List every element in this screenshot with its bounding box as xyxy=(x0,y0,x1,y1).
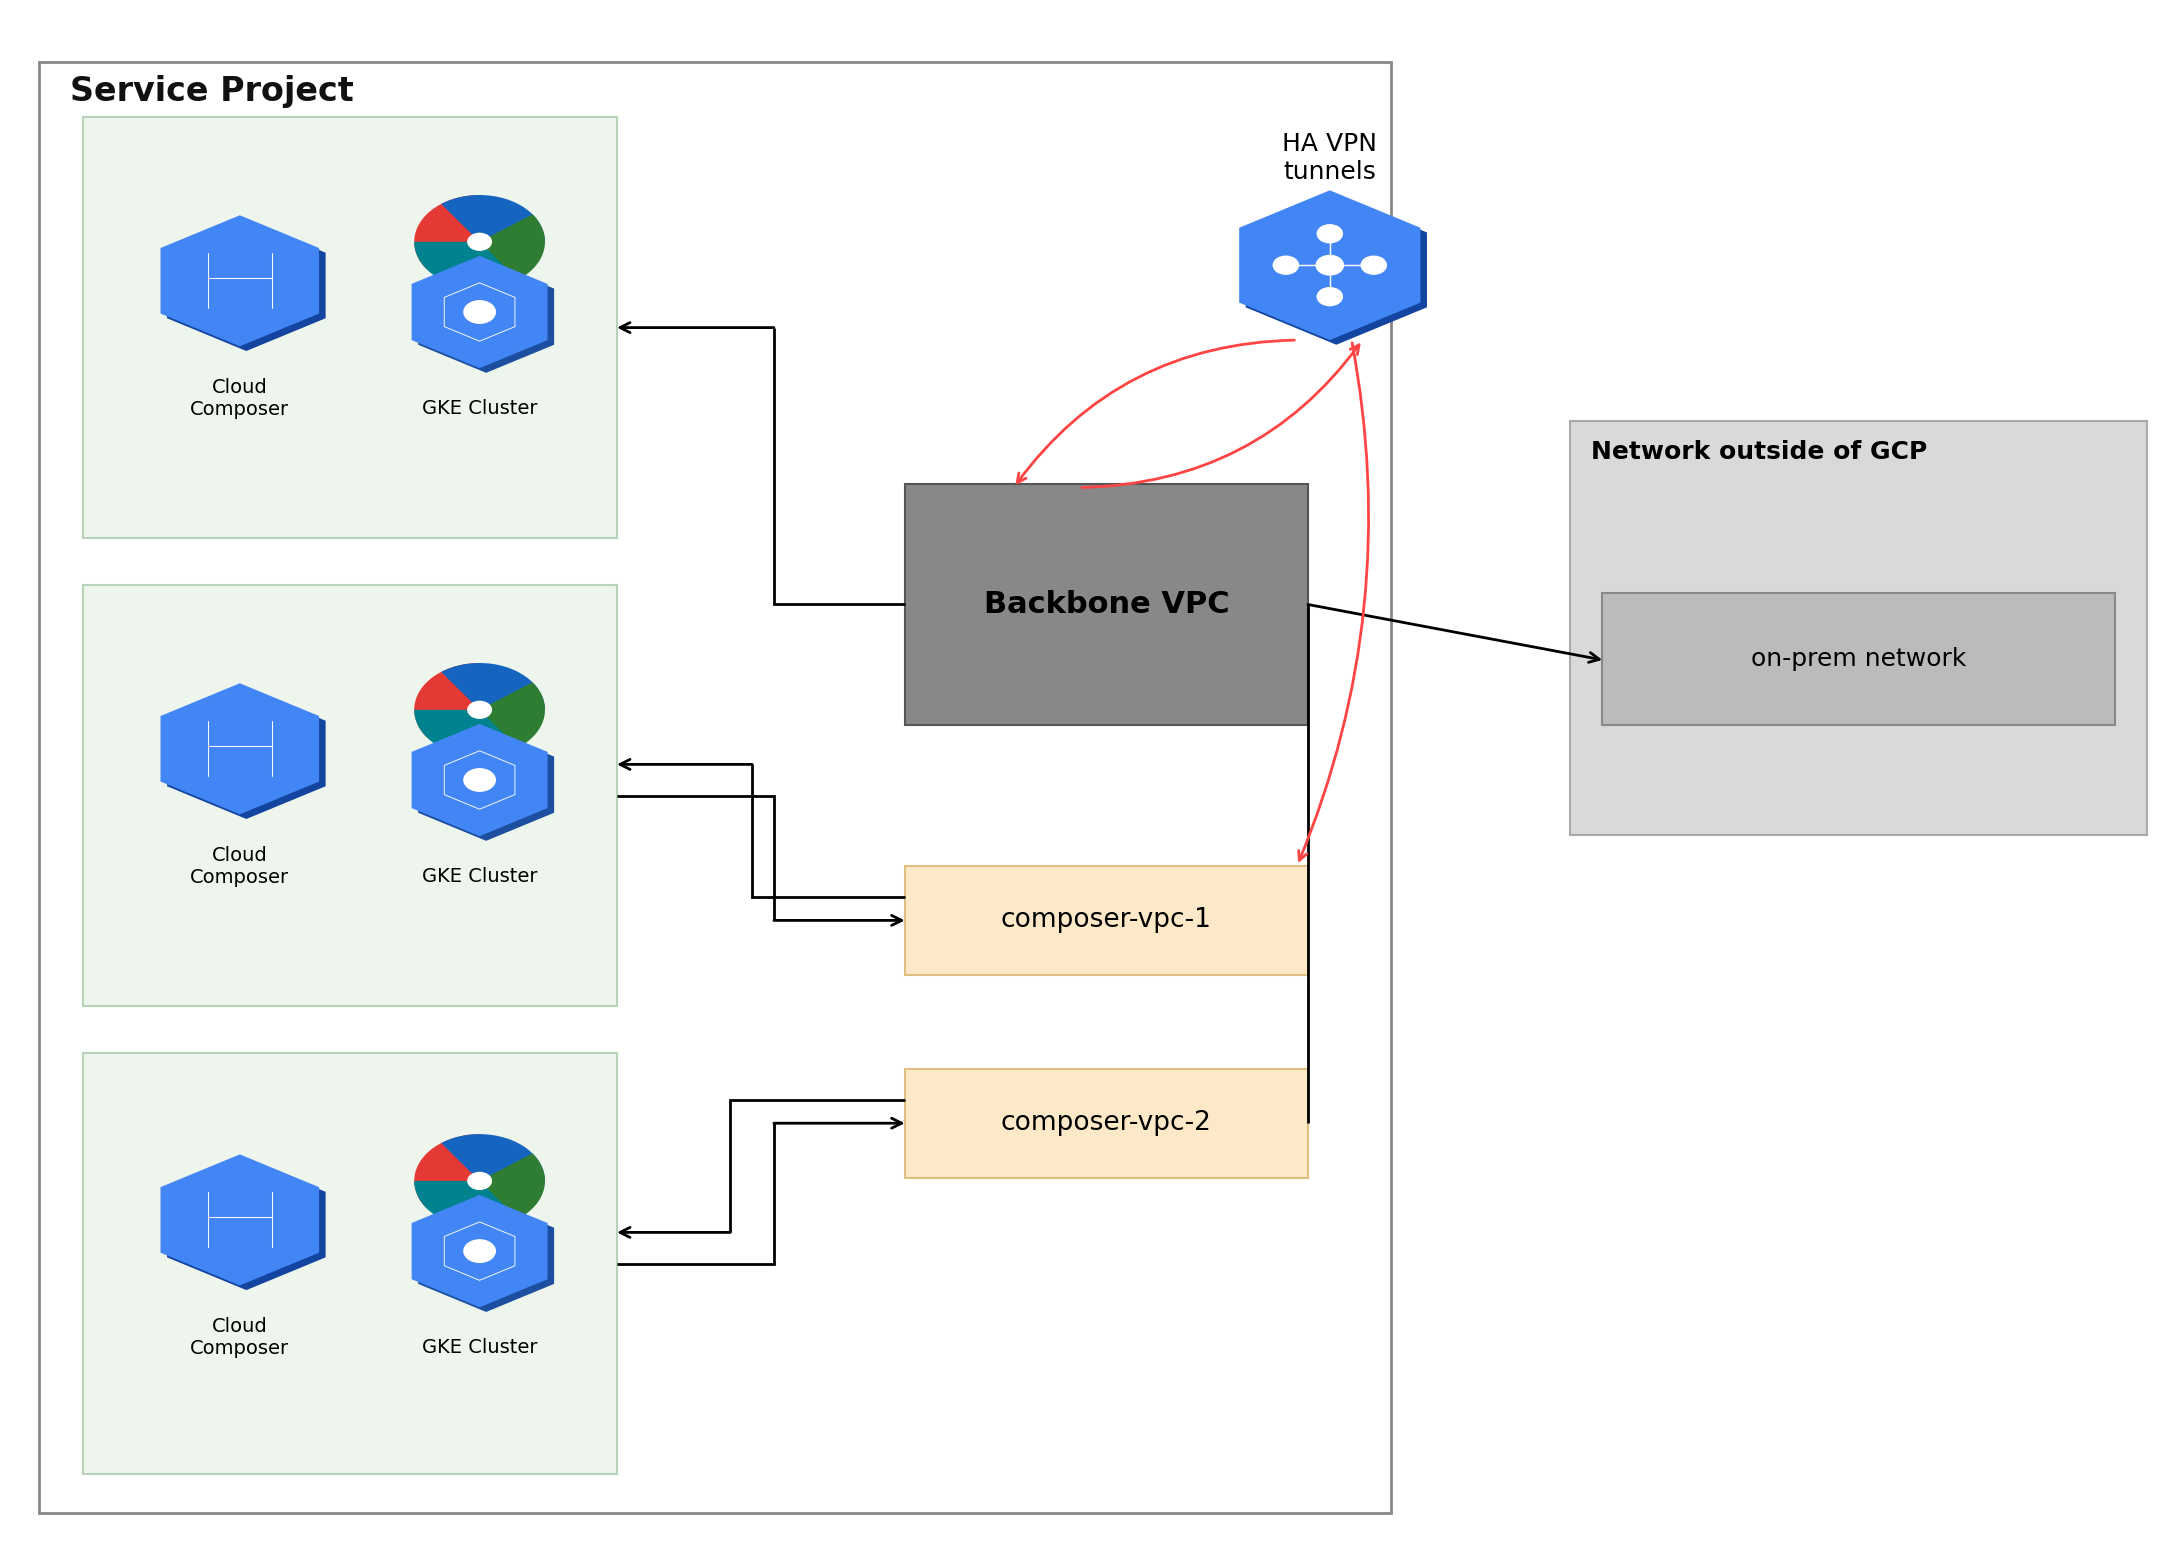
Polygon shape xyxy=(412,256,547,368)
Text: GKE Cluster: GKE Cluster xyxy=(423,399,536,418)
Polygon shape xyxy=(1238,190,1421,340)
Polygon shape xyxy=(419,729,554,841)
Circle shape xyxy=(469,702,490,718)
Bar xyxy=(1570,421,2147,835)
Polygon shape xyxy=(161,683,318,814)
Polygon shape xyxy=(414,1181,519,1228)
Polygon shape xyxy=(161,1154,318,1285)
Polygon shape xyxy=(412,1195,547,1307)
Text: Backbone VPC: Backbone VPC xyxy=(983,590,1230,619)
FancyArrowPatch shape xyxy=(1081,345,1358,487)
Bar xyxy=(83,117,617,538)
Text: composer-vpc-2: composer-vpc-2 xyxy=(1001,1111,1212,1136)
Polygon shape xyxy=(168,688,325,819)
Circle shape xyxy=(464,1240,495,1262)
Polygon shape xyxy=(440,663,545,710)
Polygon shape xyxy=(440,195,545,242)
Circle shape xyxy=(1317,256,1343,275)
Polygon shape xyxy=(414,663,480,738)
Text: GKE Cluster: GKE Cluster xyxy=(423,867,536,886)
Bar xyxy=(1602,593,2115,725)
Bar xyxy=(905,484,1308,725)
Text: Cloud
Composer: Cloud Composer xyxy=(190,1317,290,1357)
Polygon shape xyxy=(412,724,547,836)
Polygon shape xyxy=(480,1153,545,1228)
Polygon shape xyxy=(414,242,519,289)
Circle shape xyxy=(1273,256,1299,275)
Polygon shape xyxy=(480,214,545,289)
Circle shape xyxy=(1317,225,1343,243)
Circle shape xyxy=(469,234,490,250)
Circle shape xyxy=(1317,287,1343,306)
Bar xyxy=(905,866,1308,975)
Text: Network outside of GCP: Network outside of GCP xyxy=(1591,440,1927,463)
Text: GKE Cluster: GKE Cluster xyxy=(423,1338,536,1357)
Polygon shape xyxy=(414,710,519,757)
Polygon shape xyxy=(414,195,480,270)
Bar xyxy=(39,62,1391,1513)
Bar xyxy=(83,585,617,1006)
Circle shape xyxy=(464,301,495,323)
Text: Cloud
Composer: Cloud Composer xyxy=(190,378,290,418)
Polygon shape xyxy=(1245,195,1428,345)
Polygon shape xyxy=(414,1134,480,1209)
Circle shape xyxy=(469,1173,490,1189)
Polygon shape xyxy=(419,1200,554,1312)
FancyArrowPatch shape xyxy=(1299,343,1369,861)
Bar xyxy=(905,1069,1308,1178)
Polygon shape xyxy=(440,1134,545,1181)
Polygon shape xyxy=(480,682,545,757)
FancyArrowPatch shape xyxy=(1018,340,1295,482)
Circle shape xyxy=(464,769,495,791)
Text: composer-vpc-1: composer-vpc-1 xyxy=(1001,908,1212,933)
Polygon shape xyxy=(168,220,325,351)
Text: Cloud
Composer: Cloud Composer xyxy=(190,846,290,886)
Circle shape xyxy=(1360,256,1386,275)
Text: Service Project: Service Project xyxy=(70,75,353,108)
Text: on-prem network: on-prem network xyxy=(1751,647,1966,671)
Polygon shape xyxy=(168,1159,325,1290)
Text: HA VPN
tunnels: HA VPN tunnels xyxy=(1282,133,1378,184)
Polygon shape xyxy=(161,215,318,346)
Bar xyxy=(83,1053,617,1474)
Polygon shape xyxy=(419,261,554,373)
